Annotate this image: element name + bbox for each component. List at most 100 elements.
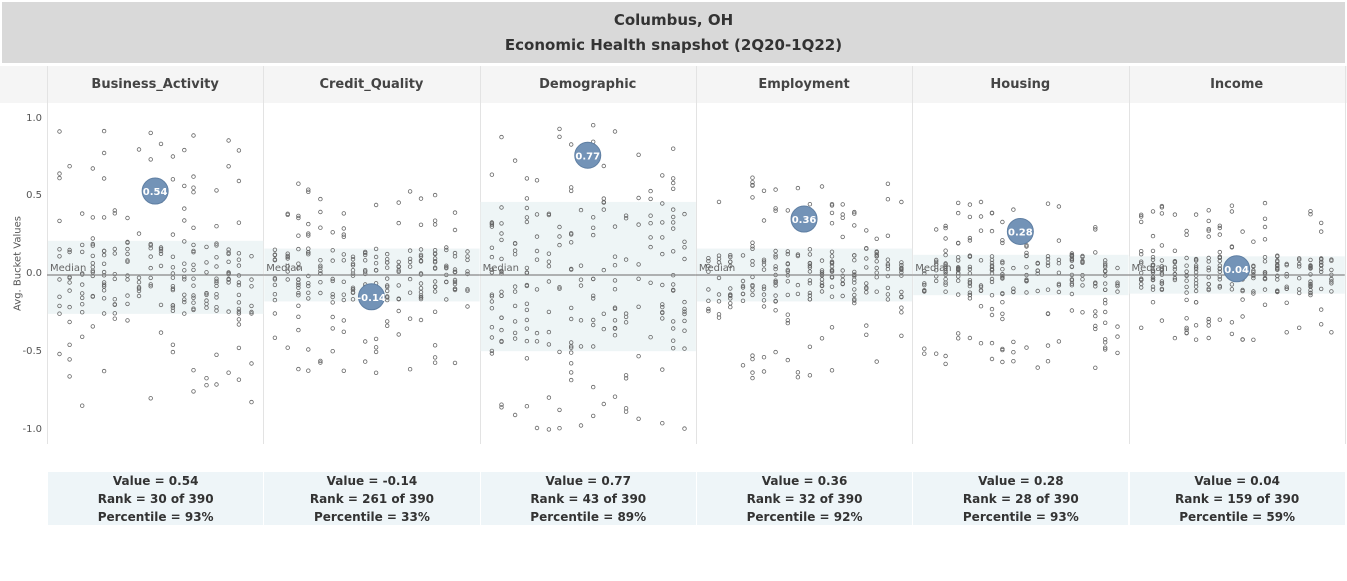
metro-point [158,251,164,256]
metro-point [750,356,755,362]
metro-point [363,258,368,263]
metro-point [885,297,891,302]
metro-point [671,176,676,181]
metro-point [546,395,552,400]
metro-point [1115,334,1120,339]
metro-point [57,218,62,224]
metro-point [1172,276,1178,281]
metro-point [601,163,606,169]
metro-point [285,253,290,259]
metro-point [1138,251,1144,257]
metro-point [967,254,973,259]
metro-point [943,252,948,258]
metro-point [874,289,879,294]
metro-point [67,249,72,255]
metro-point [385,276,390,281]
metro-point [660,201,665,206]
metro-point [636,354,641,359]
metro-point [750,353,755,358]
metro-point [512,284,518,289]
metro-point [452,210,458,215]
metro-point [79,334,85,339]
metro-point [341,226,346,231]
metro-point [840,268,845,273]
metro-point [489,245,495,250]
metro-point [819,336,825,341]
metro-point [125,318,130,323]
metro-point [1045,287,1051,292]
column-separator [1344,66,1346,444]
metro-point [1308,211,1313,217]
metro-point [623,213,629,218]
metro-point [1024,265,1029,270]
metro-point [840,215,845,220]
metro-point [761,355,767,360]
column-separator [479,66,481,444]
metro-point [101,284,107,289]
metro-point [874,253,879,259]
metro-point [90,261,95,266]
metro-point [330,292,335,297]
metro-point [785,208,790,213]
metro-point [1080,310,1085,315]
metro-point [158,248,164,254]
metro-point [226,259,231,264]
metro-point [90,253,95,259]
metro-point [1206,282,1211,287]
metro-point [396,308,401,314]
metro-point [671,282,676,287]
metro-point [750,195,755,200]
metro-point [636,276,641,281]
metro-point [1229,320,1235,325]
metro-point [226,280,231,285]
metro-point [90,215,95,220]
metro-point [512,330,518,336]
metro-point [591,225,596,230]
metro-point [1318,262,1324,267]
stats-value: Value = 0.54 [112,474,199,488]
metro-point [967,296,973,301]
metro-point [967,238,973,243]
metro-point [363,339,368,344]
metro-point [170,342,176,347]
metro-point [750,283,755,288]
metro-point [989,340,995,346]
metro-point [1045,359,1051,364]
metro-point [578,344,584,349]
metro-point [591,276,596,282]
metro-point [750,180,755,185]
metro-point [601,401,606,407]
metro-point [432,256,438,261]
metro-point [1150,277,1156,283]
metro-point [706,308,711,314]
metro-point [1138,259,1144,264]
metro-point [396,220,401,226]
metro-point [306,189,311,194]
y-tick-label: -0.5 [22,345,42,357]
chart-title: Columbus, OH [613,11,734,29]
metro-point [465,269,470,274]
metro-point [852,258,857,263]
metro-point [432,218,438,223]
metro-point [1024,253,1029,259]
metro-point [191,295,196,300]
metro-point [750,182,755,188]
metro-point [648,220,653,226]
metro-point [306,368,311,373]
metro-point [1093,281,1098,286]
metro-point [226,247,231,252]
metro-point [1024,345,1029,350]
metro-point [318,358,323,364]
metro-point [807,373,813,378]
metro-point [557,134,562,139]
stats-rank: Rank = 159 of 390 [1175,492,1300,506]
metro-point [1329,279,1334,284]
metro-point [989,293,995,298]
metro-point [956,241,961,246]
metro-point [682,311,687,317]
metro-point [158,141,164,147]
metro-point [750,244,755,249]
metro-point [1115,283,1120,289]
metro-point [204,270,209,275]
